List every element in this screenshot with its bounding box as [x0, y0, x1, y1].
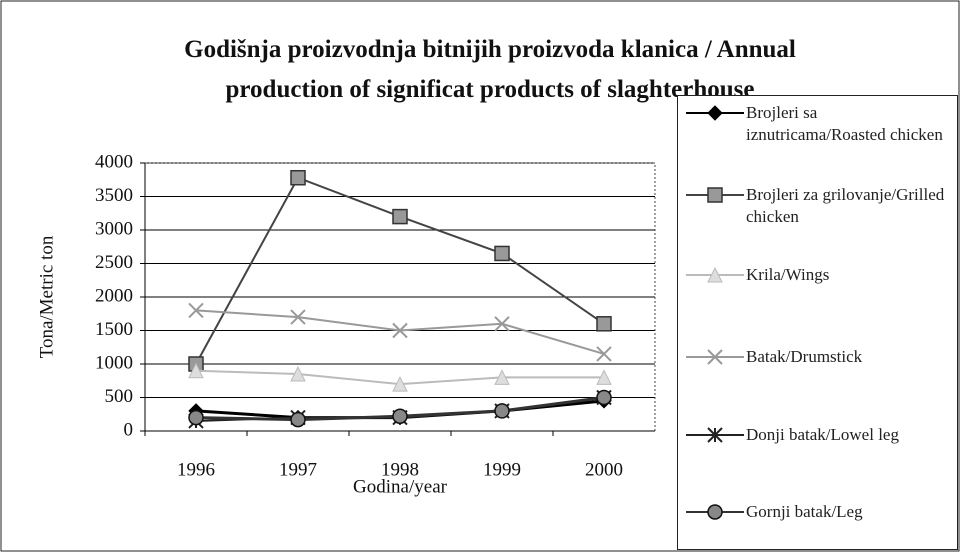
- marker: [707, 427, 723, 443]
- marker: [188, 409, 204, 426]
- marker: [707, 349, 723, 365]
- legend-label: Donji batak/Lowel leg: [746, 425, 899, 444]
- legend-entry: Brojleri za grilovanje/Grilled chicken: [684, 184, 954, 228]
- marker: [596, 346, 612, 362]
- marker: [290, 411, 306, 428]
- marker: [494, 369, 510, 385]
- x-tick-label: 1998: [381, 459, 419, 480]
- legend-swatch: [686, 427, 744, 443]
- marker: [290, 365, 306, 382]
- legend-swatch: [686, 504, 744, 520]
- x-tick-label: 2000: [585, 459, 623, 480]
- x-axis-label: Godina/year: [353, 476, 448, 497]
- legend-entry: Krila/Wings: [684, 264, 954, 286]
- marker: [392, 408, 408, 425]
- marker: [596, 316, 612, 332]
- legend-entry: Batak/Drumstick: [684, 346, 954, 368]
- y-axis-label: Tona/Metric ton: [36, 235, 57, 358]
- legend-swatch: [686, 349, 744, 365]
- y-tick-label: 1500: [95, 319, 133, 340]
- marker: [707, 105, 723, 121]
- legend-entry: Gornji batak/Leg: [684, 501, 954, 523]
- legend-swatch: [686, 105, 744, 121]
- series-line: [195, 309, 605, 355]
- marker: [494, 245, 510, 262]
- x-tick-label: 1996: [177, 459, 215, 480]
- legend-label: Brojleri sa iznutricama/Roasted chicken: [746, 103, 943, 144]
- y-tick-label: 0: [124, 419, 134, 440]
- chart-title: Godišnja proizvodnja bitnijih proizvoda …: [184, 36, 796, 103]
- legend: Brojleri sa iznutricama/Roasted chicken B…: [677, 95, 958, 550]
- marker: [596, 389, 612, 406]
- marker: [494, 316, 510, 332]
- legend-swatch: [686, 266, 744, 283]
- marker: [596, 369, 612, 385]
- y-tick-label: 500: [105, 386, 134, 407]
- legend-label: Krila/Wings: [746, 265, 830, 284]
- legend-entry: Donji batak/Lowel leg: [684, 424, 954, 446]
- marker: [290, 169, 306, 186]
- y-tick-label: 3000: [95, 218, 133, 239]
- legend-swatch: [686, 187, 744, 203]
- y-tick-label: 4000: [95, 151, 133, 172]
- legend-entry: Brojleri sa iznutricama/Roasted chicken: [684, 102, 954, 146]
- y-tick-label: 1000: [95, 352, 133, 373]
- marker: [392, 208, 408, 225]
- y-tick-label: 2000: [95, 285, 133, 306]
- y-tick-label: 3500: [95, 185, 133, 206]
- x-tick-label: 1997: [279, 459, 317, 480]
- marker: [290, 309, 306, 325]
- marker: [494, 403, 510, 419]
- marker: [392, 375, 408, 392]
- marker: [707, 504, 723, 520]
- y-tick-label: 2500: [95, 252, 133, 273]
- x-tick-label: 1999: [483, 459, 521, 480]
- marker: [707, 187, 723, 203]
- marker: [188, 362, 204, 379]
- marker: [188, 302, 204, 319]
- legend-label: Brojleri za grilovanje/Grilled chicken: [746, 185, 945, 226]
- legend-label: Gornji batak/Leg: [746, 502, 863, 521]
- marker: [707, 266, 723, 283]
- legend-label: Batak/Drumstick: [746, 347, 863, 366]
- marker: [392, 322, 408, 339]
